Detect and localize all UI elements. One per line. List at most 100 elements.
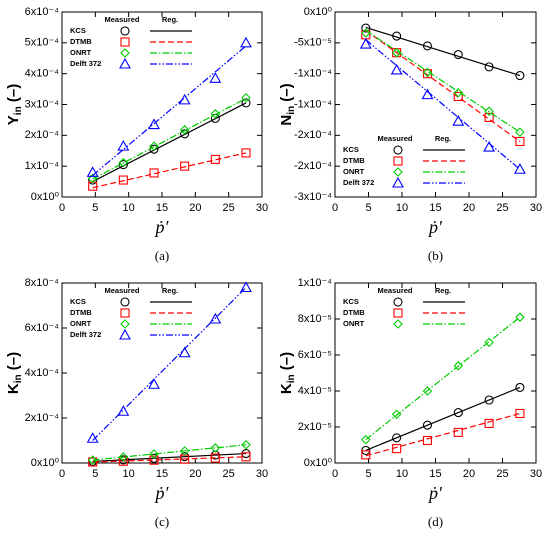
x-tick-label: 5 <box>365 202 371 214</box>
y-tick-label: 6x10⁻⁵ <box>298 349 332 361</box>
y-tick-label: 2x10⁻⁴ <box>25 129 60 141</box>
x-tick-label: 15 <box>156 468 168 480</box>
x-axis-title: ṗ′ <box>427 483 443 503</box>
plot-frame <box>61 282 263 464</box>
marker <box>240 36 252 48</box>
marker <box>515 127 525 138</box>
marker <box>453 88 464 98</box>
regression-line <box>365 316 521 441</box>
marker <box>241 148 251 158</box>
marker <box>119 57 131 69</box>
marker <box>86 166 99 177</box>
x-tick-label: 25 <box>223 202 235 214</box>
y-tick-label: -1x10⁻⁴ <box>294 98 332 110</box>
y-axis-title: Yin (–) <box>5 84 24 125</box>
x-tick-label: 5 <box>92 202 98 214</box>
y-axis-title-sub: in <box>13 374 24 383</box>
marker <box>361 28 371 38</box>
y-tick-label: 6x10⁻⁴ <box>25 6 60 18</box>
marker <box>393 156 403 166</box>
legend-label: Delft 372 <box>70 59 101 68</box>
y-tick-label: 0x10⁰ <box>304 6 333 18</box>
marker <box>86 432 99 443</box>
marker <box>392 444 402 454</box>
regression-line <box>92 97 247 180</box>
marker <box>210 453 220 463</box>
regression-line <box>92 452 247 463</box>
marker <box>118 452 129 462</box>
legend-header: Measured <box>377 286 412 295</box>
caption: (d) <box>428 514 443 529</box>
x-tick-label: 10 <box>396 468 408 480</box>
marker <box>120 26 130 36</box>
panel: 0 5 10 15 20 25 30 0x10⁰ -5x10⁻⁵ -1x10⁻⁴ -1x10⁻⁴ -2… <box>278 6 542 263</box>
marker <box>391 47 402 58</box>
x-tick-label: 15 <box>429 202 441 214</box>
marker <box>393 145 403 155</box>
marker <box>515 136 525 147</box>
marker <box>87 455 98 465</box>
marker <box>421 88 434 100</box>
marker <box>148 118 160 130</box>
marker <box>241 92 251 103</box>
panel: 0 5 10 15 20 25 30 0x10⁰ 2x10⁻⁴ 4x10⁻⁴ 6x10⁻⁴ 8x10⁻… <box>5 277 268 529</box>
x-tick-label: 10 <box>123 468 135 480</box>
marker <box>120 297 130 307</box>
marker <box>422 386 433 396</box>
y-axis-title-unit: (–) <box>278 83 295 106</box>
marker <box>515 312 525 322</box>
marker <box>392 176 404 188</box>
marker <box>361 23 371 33</box>
legend-label: ONRT <box>70 48 92 57</box>
y-tick-label: 4x10⁻⁴ <box>25 367 60 379</box>
marker <box>392 433 402 443</box>
x-tick-label: 25 <box>496 468 508 480</box>
x-tick-label: 0 <box>59 468 65 480</box>
legend-header: Reg. <box>435 134 451 143</box>
marker <box>484 106 494 117</box>
x-tick-label: 0 <box>59 202 65 214</box>
regression-line <box>92 45 247 176</box>
marker <box>119 328 131 340</box>
y-tick-label: 4x10⁻⁴ <box>25 68 60 80</box>
marker <box>453 91 463 102</box>
marker <box>241 452 251 462</box>
legend-header: Reg. <box>162 15 178 24</box>
marker <box>484 112 494 122</box>
marker <box>483 140 496 152</box>
y-axis-title: Nin (–) <box>278 83 297 125</box>
marker <box>392 31 402 41</box>
marker <box>148 378 160 389</box>
y-axis-title-main: Y <box>5 115 22 125</box>
y-tick-label: 0x10⁰ <box>31 457 60 469</box>
legend-label: DTMB <box>70 37 92 46</box>
marker <box>149 449 159 459</box>
marker <box>393 167 403 177</box>
legend-label: Delft 372 <box>70 330 101 339</box>
legend-label: ONRT <box>343 167 365 176</box>
marker <box>120 37 130 47</box>
y-tick-label: -1x10⁻⁴ <box>294 68 332 80</box>
marker <box>515 382 525 392</box>
marker <box>209 72 222 83</box>
marker <box>422 435 433 446</box>
caption: (b) <box>428 248 443 263</box>
y-axis-title-main: N <box>278 115 295 126</box>
y-axis-title-sub: in <box>13 106 24 115</box>
marker <box>393 308 403 318</box>
x-tick-label: 10 <box>123 202 135 214</box>
y-axis-title-unit: (–) <box>5 352 22 375</box>
marker <box>180 129 190 139</box>
x-axis-title: ṗ′ <box>427 217 443 237</box>
regression-line <box>365 29 521 133</box>
legend-header: Reg. <box>435 286 451 295</box>
legend-label: ONRT <box>343 319 365 328</box>
y-tick-label: 6x10⁻⁴ <box>25 322 60 334</box>
legend-label: KCS <box>343 145 359 154</box>
x-tick-label: 15 <box>429 468 441 480</box>
y-tick-label: 1x10⁻⁴ <box>25 160 60 172</box>
regression-line <box>92 102 247 183</box>
marker <box>87 173 98 184</box>
regression-line <box>365 386 521 451</box>
x-tick-label: 30 <box>530 468 542 480</box>
